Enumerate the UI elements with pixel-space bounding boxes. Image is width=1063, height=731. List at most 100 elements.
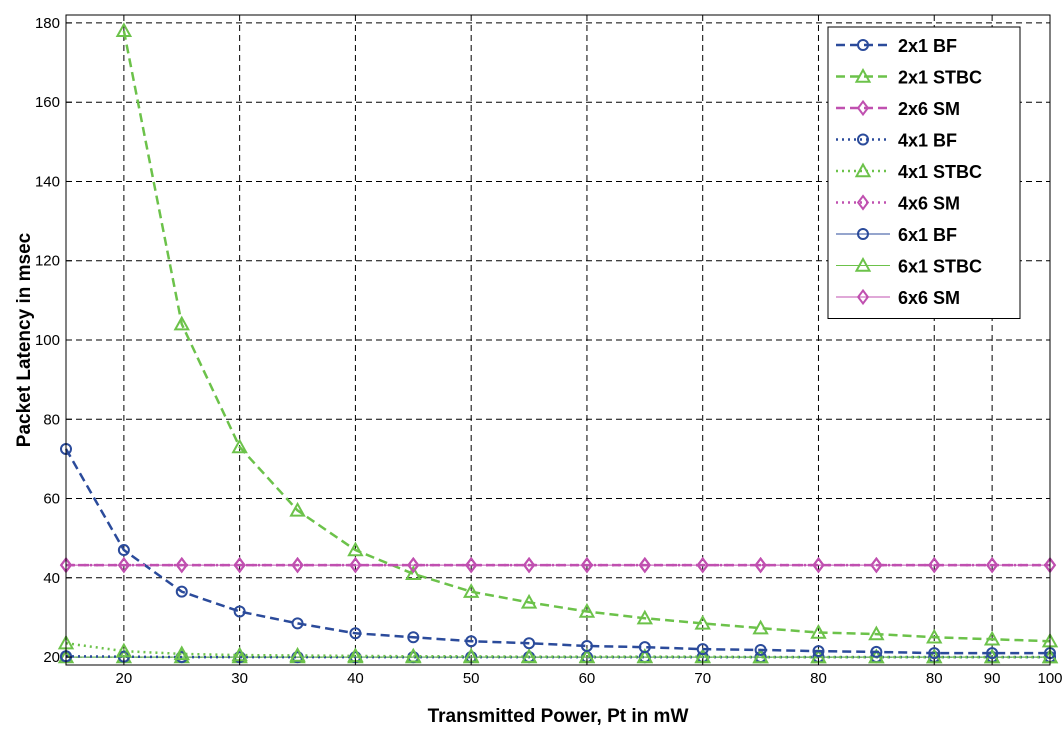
legend-item: 6x1 STBC [836, 257, 982, 277]
data-point [465, 556, 478, 574]
data-point [870, 556, 883, 574]
legend: 2x1 BF 2x1 STBC 2x6 SM 4x1 BF 4x1 STBC 4x6 SM… [827, 26, 1021, 319]
legend-item: 4x6 SM [836, 194, 960, 214]
data-point [985, 556, 999, 574]
data-point [580, 556, 594, 574]
legend-label: 2x1 STBC [898, 68, 982, 88]
data-point [638, 556, 651, 574]
data-point [173, 645, 190, 661]
legend-item: 6x1 BF [836, 225, 957, 245]
data-point [636, 648, 654, 663]
data-point [580, 639, 593, 652]
legend-item: 6x6 SM [836, 288, 960, 308]
legend-marker [856, 194, 870, 211]
data-point [289, 646, 306, 662]
data-point [115, 642, 133, 658]
series-4x1-stbc [57, 634, 1059, 664]
x-tick-label: 80 [810, 670, 827, 687]
data-point [810, 623, 827, 639]
y-axis-label: Packet Latency in msec [14, 232, 35, 447]
data-point [868, 625, 885, 641]
data-point [115, 22, 133, 38]
data-point [349, 627, 362, 640]
data-point [636, 609, 654, 625]
x-tick-label: 100 [1037, 670, 1062, 687]
y-tick-label: 140 [35, 173, 60, 190]
axis-ticks: 20 30 40 50 60 70 80 80 90 100 20 40 60 80 100 120 140 16… [35, 15, 1063, 687]
y-tick-label: 180 [35, 15, 60, 32]
data-point [175, 556, 188, 574]
data-point [520, 648, 538, 663]
x-axis-label: Transmitted Power, Pt in mW [428, 706, 689, 727]
x-tick-label: 60 [579, 670, 596, 687]
data-point [983, 630, 1001, 646]
data-point [696, 556, 709, 574]
y-tick-label: 20 [43, 649, 60, 666]
data-point [347, 541, 364, 557]
y-tick-label: 120 [35, 253, 60, 270]
x-tick-label: 80 [926, 670, 943, 687]
data-point [407, 556, 420, 574]
legend-label: 2x6 SM [898, 99, 960, 119]
data-point [231, 438, 248, 454]
data-point [117, 544, 130, 557]
legend-marker [854, 256, 872, 272]
data-point [465, 635, 478, 648]
legend-label: 6x6 SM [898, 288, 960, 308]
legend-label: 4x6 SM [898, 194, 960, 214]
data-point [291, 556, 304, 574]
data-point [926, 628, 943, 644]
data-point [349, 556, 362, 574]
data-point [812, 556, 825, 574]
data-point [233, 556, 246, 574]
data-point [173, 315, 190, 331]
data-point [754, 556, 767, 574]
legend-marker [854, 67, 872, 83]
series-line [65, 641, 1050, 659]
x-tick-label: 70 [694, 670, 711, 687]
data-point [578, 602, 596, 618]
data-point [754, 643, 767, 656]
data-point [696, 643, 709, 656]
legend-label: 6x1 STBC [898, 257, 982, 277]
data-point [405, 647, 422, 663]
series-line [64, 448, 1050, 655]
series-2x6-sm [59, 556, 1057, 574]
data-point [175, 585, 188, 598]
data-point [522, 556, 536, 574]
y-tick-label: 160 [35, 94, 60, 111]
data-point [117, 556, 131, 574]
y-tick-label: 100 [35, 332, 60, 349]
series-line [122, 30, 1051, 643]
data-point [462, 583, 480, 598]
legend-item: 4x1 BF [836, 131, 957, 151]
legend-marker [856, 99, 870, 117]
data-point [694, 614, 711, 630]
data-point [407, 631, 420, 644]
data-point [523, 637, 536, 650]
data-point [520, 593, 538, 609]
legend-marker [857, 228, 869, 240]
data-point [638, 641, 651, 654]
data-point [752, 619, 769, 635]
legend-marker [856, 288, 870, 306]
series-2x1-bf [60, 442, 1056, 660]
legend-item: 2x6 SM [836, 99, 960, 119]
legend-item: 2x1 BF [836, 36, 957, 56]
x-tick-label: 40 [347, 670, 364, 687]
data-point [233, 605, 246, 618]
y-tick-label: 60 [43, 491, 60, 508]
data-point [812, 645, 825, 658]
y-tick-label: 80 [43, 411, 60, 428]
legend-label: 4x1 STBC [898, 162, 982, 182]
x-tick-label: 90 [984, 670, 1001, 687]
x-tick-label: 20 [116, 670, 133, 687]
x-tick-label: 30 [231, 670, 248, 687]
y-tick-label: 40 [43, 570, 60, 587]
legend-marker [854, 162, 872, 178]
data-point [752, 648, 769, 664]
legend-label: 2x1 BF [898, 36, 957, 56]
data-point [405, 565, 422, 581]
data-point [289, 501, 306, 517]
